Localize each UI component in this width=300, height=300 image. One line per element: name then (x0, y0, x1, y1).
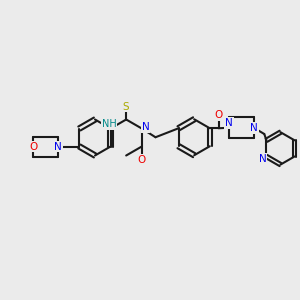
Text: N: N (259, 154, 267, 164)
Text: O: O (138, 154, 146, 164)
Text: N: N (225, 118, 233, 128)
Text: N: N (250, 123, 258, 133)
Text: N: N (142, 122, 149, 132)
Text: O: O (214, 110, 223, 120)
Text: O: O (29, 142, 38, 152)
Text: N: N (54, 142, 62, 152)
Text: S: S (123, 101, 130, 112)
Text: NH: NH (102, 119, 117, 129)
